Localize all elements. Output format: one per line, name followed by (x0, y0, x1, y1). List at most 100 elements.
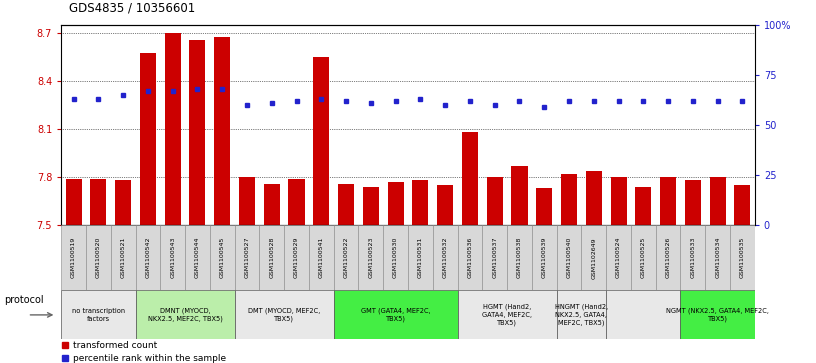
Text: GSM1100545: GSM1100545 (220, 237, 224, 278)
Bar (685, 180, 701, 225)
Text: GSM1100524: GSM1100524 (616, 237, 621, 278)
Bar (334, 290, 458, 339)
Bar (458, 290, 557, 339)
Text: GSM1100534: GSM1100534 (715, 237, 721, 278)
Bar (259, 225, 284, 290)
Text: GSM1100520: GSM1100520 (95, 237, 101, 278)
Text: GSM1100540: GSM1100540 (566, 237, 571, 278)
Text: no transcription
factors: no transcription factors (72, 308, 125, 322)
Bar (660, 177, 676, 225)
Bar (412, 180, 428, 225)
Bar (86, 225, 111, 290)
Text: GSM1100538: GSM1100538 (517, 237, 522, 278)
Bar (135, 290, 235, 339)
Bar (358, 225, 384, 290)
Text: GSM1100523: GSM1100523 (368, 237, 374, 278)
Text: transformed count: transformed count (73, 341, 157, 350)
Text: GSM1100537: GSM1100537 (492, 237, 497, 278)
Bar (338, 184, 354, 225)
Text: GSM1100535: GSM1100535 (740, 237, 745, 278)
Text: GSM1100530: GSM1100530 (393, 237, 398, 278)
Text: GSM1100539: GSM1100539 (542, 237, 547, 278)
Bar (681, 290, 755, 339)
Bar (388, 182, 404, 225)
Text: DMNT (MYOCD,
NKX2.5, MEF2C, TBX5): DMNT (MYOCD, NKX2.5, MEF2C, TBX5) (148, 308, 223, 322)
Bar (61, 225, 86, 290)
Bar (610, 177, 627, 225)
Bar (309, 225, 334, 290)
Bar (486, 177, 503, 225)
Text: protocol: protocol (4, 295, 44, 305)
Bar (705, 225, 730, 290)
Text: percentile rank within the sample: percentile rank within the sample (73, 354, 226, 363)
Bar (710, 177, 725, 225)
Bar (91, 179, 106, 225)
Text: GMT (GATA4, MEF2C,
TBX5): GMT (GATA4, MEF2C, TBX5) (361, 308, 430, 322)
Text: GSM1100527: GSM1100527 (245, 237, 250, 278)
Text: GSM1100521: GSM1100521 (121, 237, 126, 278)
Bar (557, 225, 581, 290)
Bar (532, 225, 557, 290)
Bar (189, 40, 206, 225)
Bar (264, 184, 280, 225)
Bar (214, 37, 230, 225)
Bar (239, 177, 255, 225)
Bar (235, 290, 334, 339)
Bar (313, 57, 330, 225)
Text: HGMT (Hand2,
GATA4, MEF2C,
TBX5): HGMT (Hand2, GATA4, MEF2C, TBX5) (482, 304, 532, 326)
Text: GSM1100532: GSM1100532 (442, 237, 448, 278)
Bar (507, 225, 532, 290)
Bar (606, 225, 631, 290)
Text: GSM1100526: GSM1100526 (666, 237, 671, 278)
Bar (334, 225, 358, 290)
Bar (432, 225, 458, 290)
Bar (135, 225, 160, 290)
Text: GSM1100529: GSM1100529 (294, 237, 299, 278)
Bar (384, 225, 408, 290)
Bar (437, 185, 453, 225)
Bar (681, 225, 705, 290)
Bar (284, 225, 309, 290)
Bar (65, 179, 82, 225)
Bar (512, 166, 527, 225)
Bar (61, 290, 135, 339)
Bar (582, 225, 606, 290)
Bar (557, 290, 606, 339)
Bar (586, 171, 602, 225)
Text: GSM1100536: GSM1100536 (468, 237, 472, 278)
Bar (730, 225, 755, 290)
Text: GSM1100522: GSM1100522 (344, 237, 348, 278)
Bar (408, 225, 432, 290)
Bar (165, 33, 180, 225)
Bar (636, 187, 651, 225)
Bar (734, 185, 751, 225)
Text: GSM1100528: GSM1100528 (269, 237, 274, 278)
Text: NGMT (NKX2.5, GATA4, MEF2C,
TBX5): NGMT (NKX2.5, GATA4, MEF2C, TBX5) (666, 308, 769, 322)
Text: GSM1100543: GSM1100543 (171, 237, 175, 278)
Bar (482, 225, 507, 290)
Text: GSM1100531: GSM1100531 (418, 237, 423, 278)
Bar (462, 132, 478, 225)
Bar (115, 180, 131, 225)
Bar (606, 290, 681, 339)
Bar (289, 179, 304, 225)
Bar (160, 225, 185, 290)
Bar (363, 187, 379, 225)
Text: GSM1100544: GSM1100544 (195, 237, 200, 278)
Text: GSM1100541: GSM1100541 (319, 237, 324, 278)
Bar (536, 188, 552, 225)
Text: GSM1100542: GSM1100542 (145, 237, 150, 278)
Bar (111, 225, 135, 290)
Text: GSM1100533: GSM1100533 (690, 237, 695, 278)
Bar (561, 174, 577, 225)
Text: GSM1100525: GSM1100525 (641, 237, 645, 278)
Text: GSM1102649: GSM1102649 (592, 237, 596, 278)
Bar (185, 225, 210, 290)
Text: DMT (MYOCD, MEF2C,
TBX5): DMT (MYOCD, MEF2C, TBX5) (248, 308, 320, 322)
Bar (631, 225, 656, 290)
Text: GDS4835 / 10356601: GDS4835 / 10356601 (69, 1, 196, 15)
Bar (140, 53, 156, 225)
Text: GSM1100519: GSM1100519 (71, 237, 76, 278)
Bar (656, 225, 681, 290)
Bar (235, 225, 259, 290)
